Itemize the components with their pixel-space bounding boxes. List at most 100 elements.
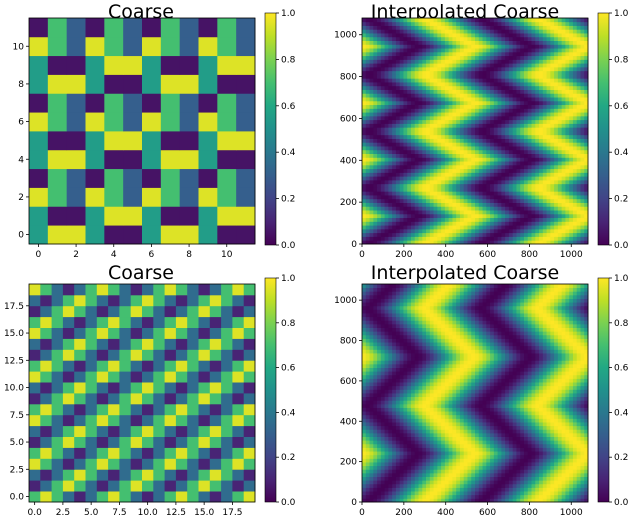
heatmap-cell xyxy=(441,213,446,219)
heatmap-cell xyxy=(410,93,416,98)
heatmap-cell xyxy=(392,476,397,481)
heatmap-cell xyxy=(452,462,457,467)
heatmap-cell xyxy=(377,161,382,166)
heatmap-cell xyxy=(422,202,427,207)
heatmap-cell xyxy=(505,198,510,203)
heatmap-cell xyxy=(527,70,532,75)
heatmap-cell xyxy=(565,465,570,470)
heatmap-cell xyxy=(565,97,570,102)
heatmap-cell xyxy=(475,48,480,53)
heatmap-cell xyxy=(399,149,404,154)
heatmap-cell xyxy=(365,183,370,188)
heatmap-cell xyxy=(535,115,540,121)
heatmap-cell xyxy=(520,25,525,30)
heatmap-cell xyxy=(388,164,393,170)
heatmap-cell xyxy=(437,491,442,496)
heatmap-cell xyxy=(456,191,461,196)
heatmap-cell xyxy=(232,382,245,394)
heatmap-cell xyxy=(512,134,517,139)
heatmap-cell xyxy=(561,48,566,53)
heatmap-cell xyxy=(527,59,532,64)
heatmap-cell xyxy=(441,202,446,207)
heatmap-cell xyxy=(444,217,450,222)
heatmap-cell xyxy=(531,127,536,132)
heatmap-cell xyxy=(478,480,483,485)
heatmap-cell xyxy=(437,494,442,499)
heatmap-cell xyxy=(380,187,385,192)
heatmap-cell xyxy=(569,198,574,203)
heatmap-cell xyxy=(459,236,465,241)
heatmap-cell xyxy=(422,21,427,26)
heatmap-cell xyxy=(584,225,589,230)
heatmap-cell xyxy=(429,149,434,154)
heatmap-cell xyxy=(512,146,517,151)
heatmap-cell xyxy=(531,33,536,38)
heatmap-cell xyxy=(557,469,563,474)
heatmap-cell xyxy=(399,225,404,230)
heatmap-cell xyxy=(426,70,431,75)
heatmap-cell xyxy=(572,78,578,83)
heatmap-cell xyxy=(407,153,412,158)
heatmap-cell xyxy=(459,458,465,463)
heatmap-cell xyxy=(490,172,495,177)
heatmap-cell xyxy=(584,213,589,219)
heatmap-cell xyxy=(478,74,483,79)
heatmap-cell xyxy=(576,213,581,219)
heatmap-cell xyxy=(437,221,442,226)
heatmap-cell xyxy=(565,55,570,60)
heatmap-cell xyxy=(418,494,423,499)
heatmap-cell xyxy=(557,487,563,492)
heatmap-cell xyxy=(74,327,86,339)
heatmap-cell xyxy=(572,217,578,222)
heatmap-cell xyxy=(505,100,510,106)
heatmap-cell xyxy=(516,168,521,173)
heatmap-cell xyxy=(456,198,461,203)
heatmap-cell xyxy=(531,232,536,237)
heatmap-cell xyxy=(373,153,378,158)
heatmap-cell xyxy=(554,138,559,143)
heatmap-cell xyxy=(179,55,199,75)
heatmap-cell xyxy=(399,183,404,188)
heatmap-cell xyxy=(422,458,427,463)
y-tick-label: 5.0 xyxy=(10,438,25,448)
heatmap-cell xyxy=(569,191,574,196)
heatmap-cell xyxy=(399,142,404,147)
heatmap-cell xyxy=(550,153,555,158)
heatmap-cell xyxy=(414,119,419,124)
heatmap-cell xyxy=(554,149,559,154)
heatmap-cell xyxy=(535,221,540,226)
heatmap-cell xyxy=(452,78,457,83)
heatmap-cell xyxy=(508,476,514,481)
heatmap-cell xyxy=(531,225,536,230)
heatmap-cell xyxy=(542,172,547,177)
heatmap-cell xyxy=(433,55,438,60)
heatmap-cell xyxy=(561,236,566,241)
heatmap-cell xyxy=(584,476,589,481)
heatmap-cell xyxy=(505,89,510,94)
heatmap-cell xyxy=(399,100,404,106)
heatmap-cell xyxy=(426,195,431,200)
heatmap-cell xyxy=(362,164,367,170)
heatmap-cell xyxy=(377,198,382,203)
heatmap-cell xyxy=(463,221,468,226)
heatmap-cell xyxy=(546,108,551,113)
heatmap-cell xyxy=(452,183,457,188)
heatmap-cell xyxy=(527,487,532,492)
heatmap-cell xyxy=(142,425,154,437)
heatmap-cell xyxy=(527,29,532,34)
heatmap-cell xyxy=(198,360,211,372)
heatmap-cell xyxy=(403,66,408,72)
heatmap-cell xyxy=(478,462,483,467)
heatmap-cell xyxy=(467,74,472,79)
heatmap-cell xyxy=(482,104,487,109)
heatmap-cell xyxy=(523,491,529,496)
heatmap-cell xyxy=(572,172,578,177)
heatmap-cell xyxy=(441,161,446,166)
heatmap-cell xyxy=(475,187,480,192)
heatmap-cell xyxy=(531,55,536,60)
heatmap-cell xyxy=(527,21,532,26)
heatmap-cell xyxy=(497,112,502,117)
heatmap-cell xyxy=(501,127,506,132)
